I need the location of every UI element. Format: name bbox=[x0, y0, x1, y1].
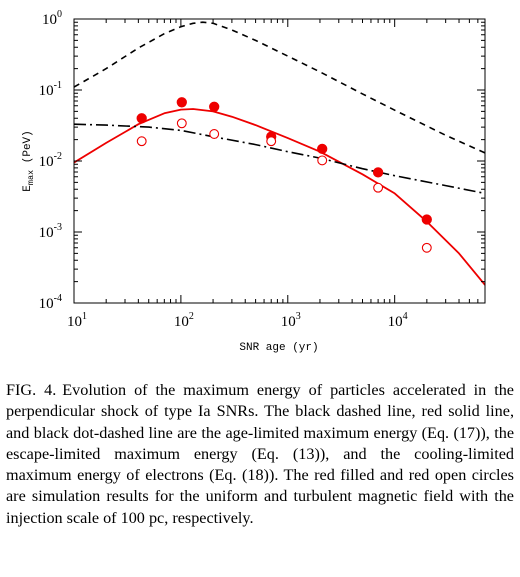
x-tick-label-base: 10 bbox=[67, 314, 82, 330]
y-tick-label: 10-2 bbox=[39, 151, 62, 170]
data-point-open bbox=[317, 155, 328, 166]
series-line-dashed bbox=[74, 21, 485, 154]
series-line-solid bbox=[74, 108, 485, 286]
ticks-layer bbox=[73, 18, 486, 304]
data-point-filled bbox=[209, 101, 220, 112]
x-tick-label: 101 bbox=[67, 311, 87, 330]
caption-text: Evolution of the maximum energy of parti… bbox=[6, 381, 514, 527]
data-point-filled bbox=[317, 143, 328, 155]
x-axis-title: SNR age (yr) bbox=[239, 342, 318, 354]
y-axis-title-sub: max bbox=[26, 170, 36, 185]
data-point-open bbox=[266, 136, 277, 147]
points-layer bbox=[136, 97, 432, 253]
y-tick-label-exponent: -1 bbox=[54, 80, 62, 91]
plot-frame bbox=[73, 18, 486, 304]
y-tick-label: 10-4 bbox=[39, 293, 62, 312]
series-line-dash-dot bbox=[74, 123, 485, 195]
caption-label: FIG. 4. bbox=[6, 381, 57, 399]
data-point-filled bbox=[372, 167, 384, 178]
y-tick-label-exponent: -2 bbox=[54, 151, 62, 162]
y-axis-title: Emax (PeV) bbox=[22, 130, 36, 192]
data-point-filled bbox=[176, 97, 187, 108]
y-tick-label-exponent: -4 bbox=[54, 293, 62, 304]
y-axis-title-text: Emax (PeV) bbox=[22, 130, 36, 192]
y-tick-label: 100 bbox=[42, 9, 62, 28]
x-tick-label-exponent: 2 bbox=[189, 311, 194, 322]
x-tick-label: 102 bbox=[174, 311, 194, 330]
y-tick-label-exponent: -3 bbox=[54, 222, 62, 233]
data-point-open bbox=[136, 136, 147, 147]
data-point-open bbox=[176, 118, 187, 129]
x-tick-label: 104 bbox=[388, 311, 408, 330]
y-tick-label: 10-1 bbox=[39, 80, 62, 99]
x-tick-label-base: 10 bbox=[281, 314, 296, 330]
series-layer bbox=[74, 21, 485, 286]
x-tick-label-exponent: 3 bbox=[296, 311, 301, 322]
x-tick-label-base: 10 bbox=[388, 314, 403, 330]
data-point-open bbox=[209, 129, 220, 139]
y-tick-label-base: 10 bbox=[39, 154, 54, 170]
chart-figure: 101 102 103 104 100 10-1 10-2 10-3 10-4 Emax (Pe… bbox=[22, 9, 486, 354]
y-tick-label-exponent: 0 bbox=[57, 9, 62, 20]
data-point-open bbox=[421, 242, 432, 253]
y-tick-label-base: 10 bbox=[39, 83, 54, 99]
data-point-filled bbox=[136, 113, 147, 124]
y-axis-title-main: E bbox=[22, 185, 34, 192]
y-tick-label-base: 10 bbox=[39, 225, 54, 241]
x-tick-label-exponent: 4 bbox=[403, 311, 408, 322]
figure-caption: FIG. 4. Evolution of the maximum energy o… bbox=[6, 380, 514, 529]
y-tick-label-base: 10 bbox=[42, 12, 57, 28]
x-tick-label-exponent: 1 bbox=[82, 311, 87, 322]
y-tick-label-base: 10 bbox=[39, 296, 54, 312]
x-tick-label-base: 10 bbox=[174, 314, 189, 330]
data-point-open bbox=[373, 182, 384, 193]
data-point-filled bbox=[421, 214, 432, 225]
x-tick-label: 103 bbox=[281, 311, 301, 330]
y-axis-title-unit: (PeV) bbox=[22, 130, 34, 170]
y-tick-label: 10-3 bbox=[39, 222, 62, 241]
